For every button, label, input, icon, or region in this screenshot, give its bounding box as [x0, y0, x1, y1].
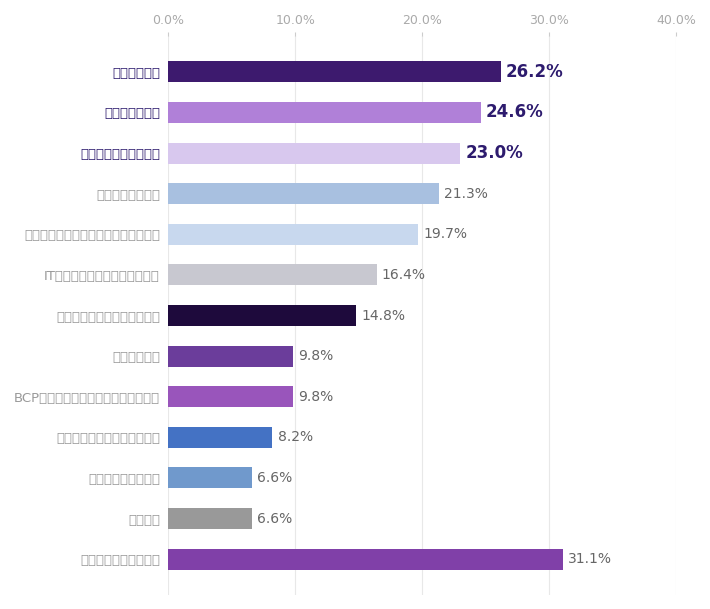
Bar — [168, 467, 252, 488]
Bar — [168, 102, 481, 123]
Text: 24.6%: 24.6% — [486, 104, 543, 121]
Text: 14.8%: 14.8% — [361, 309, 405, 323]
Bar — [168, 224, 418, 245]
Text: 26.2%: 26.2% — [506, 63, 564, 81]
Bar — [168, 62, 501, 82]
Text: 16.4%: 16.4% — [382, 268, 425, 282]
Text: 23.0%: 23.0% — [466, 144, 523, 162]
Bar — [168, 305, 356, 326]
Text: 8.2%: 8.2% — [278, 431, 312, 445]
Text: 31.1%: 31.1% — [568, 552, 612, 566]
Bar — [168, 549, 563, 569]
Text: 21.3%: 21.3% — [444, 187, 488, 201]
Bar — [168, 183, 439, 204]
Text: 6.6%: 6.6% — [257, 512, 293, 526]
Text: 9.8%: 9.8% — [297, 390, 333, 404]
Text: 6.6%: 6.6% — [257, 471, 293, 485]
Bar — [168, 143, 460, 164]
Bar — [168, 264, 376, 286]
Bar — [168, 345, 293, 367]
Text: 9.8%: 9.8% — [297, 349, 333, 363]
Bar — [168, 427, 273, 448]
Bar — [168, 508, 252, 529]
Bar — [168, 386, 293, 407]
Text: 19.7%: 19.7% — [424, 227, 467, 241]
